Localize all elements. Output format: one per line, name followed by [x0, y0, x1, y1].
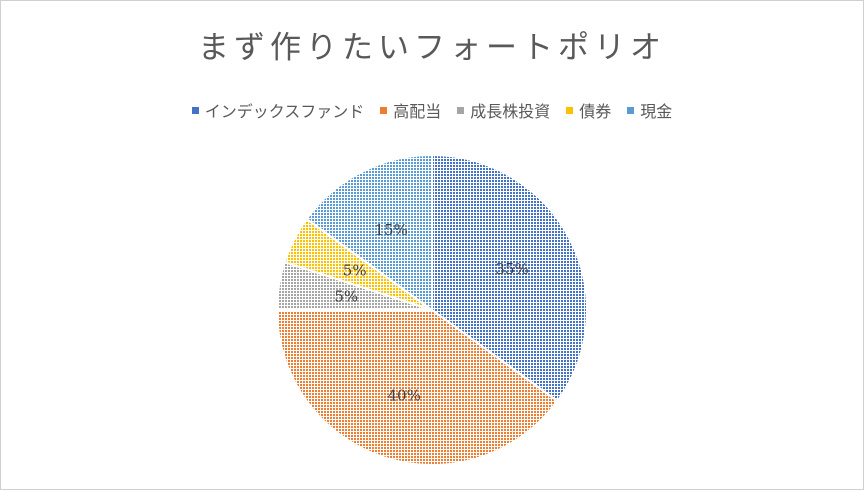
slice-data-label: 15%: [375, 221, 408, 239]
chart-title: まず作りたいフォートポリオ: [198, 30, 666, 66]
slice-data-label: 35%: [495, 260, 528, 278]
pie-slice: [275, 309, 559, 466]
legend-item: 現金: [627, 98, 672, 122]
legend-item: 債券: [566, 98, 611, 122]
legend-label: 債券: [579, 102, 612, 121]
legend-swatch: [191, 106, 199, 114]
legend-item: 高配当: [380, 98, 441, 122]
pie-slice: [431, 153, 588, 403]
slice-data-label: 5%: [343, 262, 367, 280]
slice-data-label: 40%: [388, 387, 421, 405]
legend-label: 現金: [640, 102, 673, 121]
legend-label: 高配当: [393, 102, 442, 121]
legend-item: インデックスファンド: [191, 98, 365, 122]
legend-swatch: [457, 106, 465, 114]
chart-legend: インデックスファンド 高配当 成長株投資 債券 現金: [0, 98, 864, 122]
slice-data-label: 5%: [334, 287, 358, 305]
legend-swatch: [380, 106, 388, 114]
legend-swatch: [627, 106, 635, 114]
legend-label: インデックスファンド: [204, 102, 365, 121]
pie-slice: [305, 153, 433, 312]
legend-label: 成長株投資: [470, 102, 551, 121]
legend-item: 成長株投資: [457, 98, 550, 122]
legend-swatch: [566, 106, 574, 114]
